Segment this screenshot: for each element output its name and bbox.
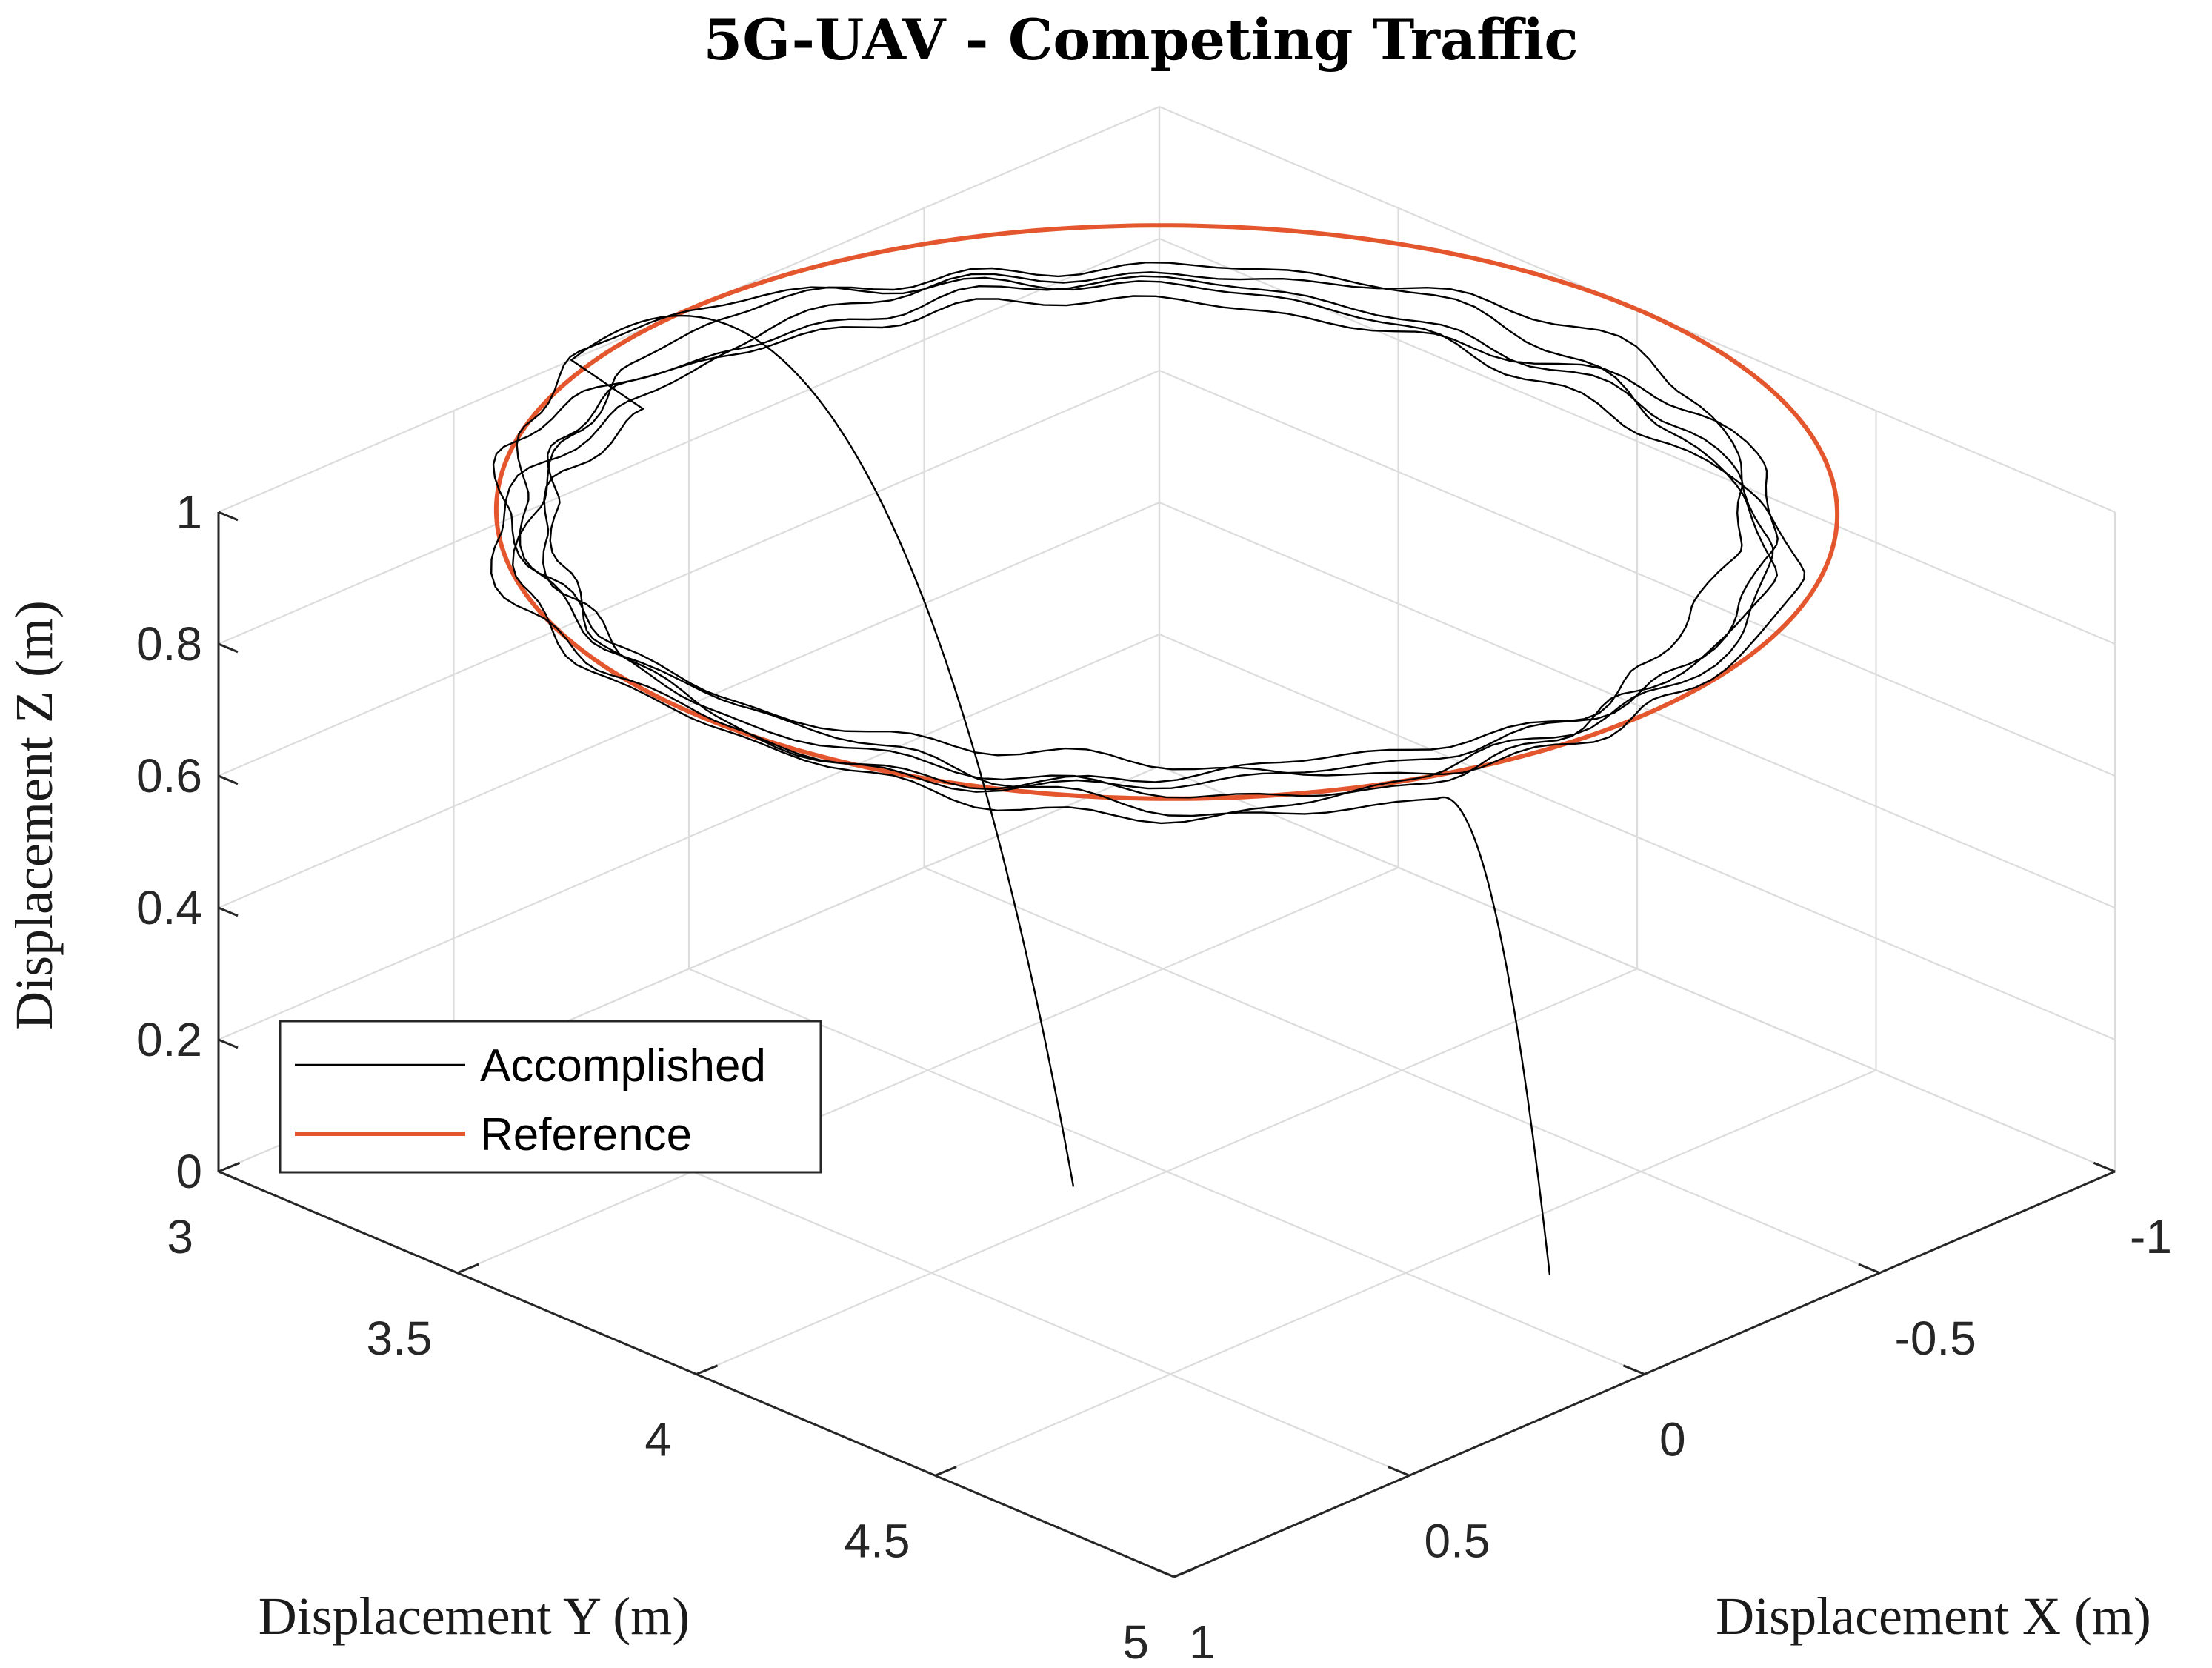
y-tick-label: 3	[167, 1210, 193, 1263]
x-tick-label: -0.5	[1895, 1312, 1976, 1365]
wall-grid-y-horizontal	[1159, 765, 2116, 1173]
z-tick-label: 0.2	[136, 1013, 202, 1066]
z-tick	[218, 511, 239, 522]
y-tick-label: 5	[1122, 1615, 1149, 1668]
wall-grid-x-horizontal	[218, 237, 1160, 645]
z-tick-label: 0	[176, 1145, 202, 1198]
legend-label-accomplished: Accomplished	[480, 1040, 766, 1091]
wall-grid-y-horizontal	[1159, 369, 2116, 777]
wall-grid-x-horizontal	[218, 501, 1160, 909]
wall-grid-y-horizontal	[1159, 501, 2116, 909]
y-tick-label: 4.5	[845, 1514, 910, 1567]
z-axis-label: Displacement Z (m)	[4, 600, 64, 1030]
z-tick-label: 0.8	[136, 617, 202, 671]
chart-title: 5G-UAV - Competing Traffic	[703, 7, 1578, 73]
y-tick-label: 4	[644, 1413, 671, 1466]
grid-lines	[217, 105, 2116, 1578]
x-tick	[1388, 1466, 1410, 1477]
x-tick	[1858, 1263, 1881, 1275]
x-tick	[1152, 1566, 1175, 1578]
floor-grid-y	[935, 1069, 1876, 1477]
wall-grid-x-horizontal	[218, 633, 1160, 1041]
series-accomplished-line	[490, 261, 1806, 1276]
z-tick	[218, 1038, 239, 1049]
x-axis-label: Displacement X (m)	[1716, 1586, 2151, 1646]
wall-grid-y-horizontal	[1159, 633, 2116, 1041]
z-tick	[218, 1170, 239, 1181]
x-tick-label: 0.5	[1425, 1514, 1490, 1567]
floor-grid-y	[457, 866, 1399, 1274]
y-tick-label: 3.5	[367, 1312, 433, 1365]
y-tick	[696, 1364, 719, 1375]
z-tick-label: 0.4	[136, 881, 202, 934]
floor-grid-y	[696, 968, 1638, 1375]
z-tick	[218, 774, 239, 785]
axes	[217, 511, 2116, 1578]
z-tick	[218, 906, 239, 917]
x-tick-label: 0	[1659, 1413, 1686, 1466]
z-tick-label: 0.6	[136, 749, 202, 803]
y-tick	[456, 1263, 479, 1275]
z-tick-label: 1	[176, 485, 202, 539]
x-tick-label: -1	[2130, 1210, 2172, 1263]
y-tick	[934, 1466, 957, 1477]
legend-box	[279, 1020, 822, 1174]
x-tick	[1622, 1364, 1645, 1375]
legend: Accomplished Reference	[279, 1020, 822, 1174]
z-tick	[218, 642, 239, 654]
y-tick	[1173, 1566, 1196, 1578]
y-tick	[218, 1161, 241, 1173]
x-tick	[2093, 1161, 2116, 1173]
y-axis-label: Displacement Y (m)	[259, 1586, 690, 1646]
legend-label-reference: Reference	[480, 1109, 692, 1160]
x-tick-label: 1	[1189, 1615, 1216, 1668]
wall-grid-x-horizontal	[218, 369, 1160, 777]
